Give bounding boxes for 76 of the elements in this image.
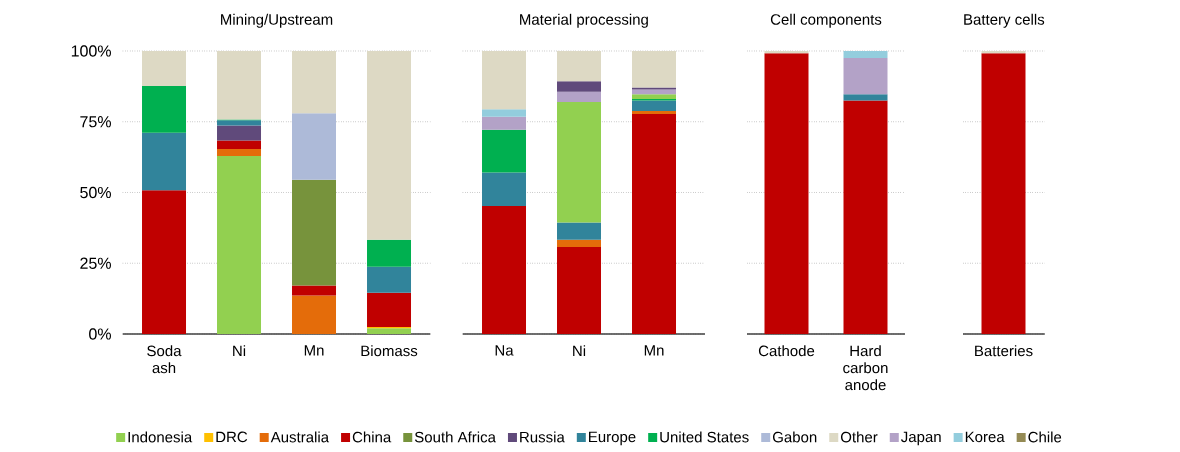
bar <box>292 285 337 296</box>
bar <box>557 50 602 82</box>
bar <box>217 148 262 156</box>
legend-label: Japan <box>901 431 941 446</box>
legend-label: Other <box>840 431 878 443</box>
bar <box>217 140 262 149</box>
x-tick-label: Ni <box>233 345 246 357</box>
chart-title: Mining/Upstream <box>221 13 333 28</box>
bar <box>142 50 187 87</box>
bar <box>843 94 888 101</box>
bar <box>764 53 809 334</box>
x-tick-label: Biomass <box>361 345 418 357</box>
bar <box>367 292 412 327</box>
bar <box>142 86 187 133</box>
x-tick-label: Mn <box>304 345 324 356</box>
bar <box>142 190 187 334</box>
bar <box>557 247 602 334</box>
legend-label: Russia <box>520 431 565 443</box>
x-tick-label: Soda ash <box>147 345 182 374</box>
bar <box>557 91 602 102</box>
y-tick-label: 50% <box>80 186 111 199</box>
bar <box>632 94 676 100</box>
bar <box>557 222 602 240</box>
bar <box>482 109 527 117</box>
bar <box>367 239 412 267</box>
x-tick-label: Hard carbon anode <box>843 345 888 391</box>
chart-title: Battery cells <box>964 13 1045 28</box>
bar <box>482 129 527 173</box>
bar <box>843 50 888 59</box>
bar <box>292 113 337 180</box>
legend-label: Gabon <box>772 431 817 443</box>
bar <box>217 120 262 126</box>
bar <box>482 116 527 130</box>
y-tick-label: 75% <box>80 116 111 128</box>
bar <box>557 81 602 92</box>
legend-label: United States <box>660 431 749 443</box>
legend-label: China <box>352 431 392 443</box>
x-tick-label: Cathode <box>758 345 815 357</box>
bar <box>292 179 337 286</box>
bar <box>292 50 337 114</box>
bar <box>367 50 412 240</box>
bar <box>632 50 676 88</box>
chart-title: Material processing <box>520 13 648 28</box>
bar <box>482 50 527 110</box>
y-tick-label: 25% <box>80 257 111 269</box>
chart-title: Cell components <box>770 13 882 28</box>
legend-label: Australia <box>270 431 330 443</box>
bar <box>632 110 676 115</box>
y-tick-label: 0% <box>89 328 111 340</box>
bar <box>843 58 888 95</box>
bar <box>632 100 676 111</box>
y-tick-label: 100% <box>71 45 111 57</box>
bar <box>482 206 527 334</box>
x-tick-label: Batteries <box>975 345 1033 357</box>
legend-label: DRC <box>216 431 248 443</box>
bar <box>217 155 262 334</box>
x-tick-label: Mn <box>644 345 664 356</box>
bar <box>843 100 888 334</box>
legend-label: Indonesia <box>128 431 193 443</box>
bar <box>632 114 676 334</box>
legend-label: Korea <box>965 431 1005 443</box>
x-tick-label: Na <box>495 345 514 356</box>
bar <box>217 125 262 141</box>
bar <box>142 132 187 191</box>
bar <box>292 295 337 334</box>
legend-label: Chile <box>1028 431 1062 443</box>
x-tick-label: Ni <box>573 345 586 357</box>
bar <box>367 328 412 334</box>
bar <box>482 172 527 207</box>
bar <box>557 239 602 248</box>
bar <box>367 266 412 293</box>
bar <box>632 89 676 95</box>
legend-label: Europe <box>589 431 636 446</box>
legend-label: South Africa <box>414 431 496 443</box>
bar <box>217 50 262 120</box>
bar <box>557 101 602 223</box>
